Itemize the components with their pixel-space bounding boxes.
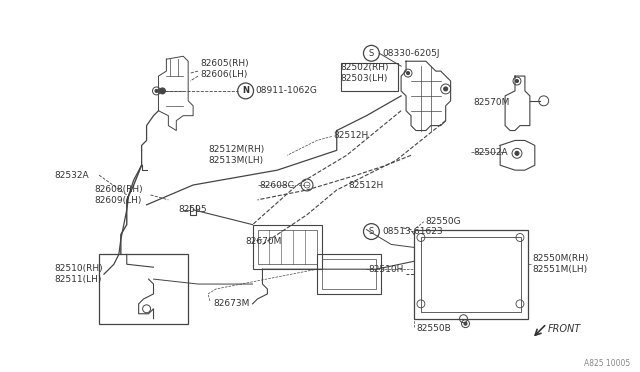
Text: N: N: [242, 86, 249, 96]
Text: A825 10005: A825 10005: [584, 359, 630, 368]
Text: FRONT: FRONT: [548, 324, 581, 334]
Text: 82532A: 82532A: [54, 171, 89, 180]
Text: 08513-61623: 08513-61623: [382, 227, 443, 236]
Circle shape: [444, 87, 447, 91]
Circle shape: [515, 80, 518, 83]
Bar: [421, 237, 521, 312]
Text: 82512H: 82512H: [349, 180, 384, 189]
Circle shape: [515, 151, 519, 155]
Text: 82512H: 82512H: [334, 131, 369, 140]
Text: 82550M(RH)
82551M(LH): 82550M(RH) 82551M(LH): [533, 254, 589, 274]
Text: 82550G: 82550G: [426, 217, 461, 226]
Circle shape: [155, 89, 158, 92]
Text: 82605(RH)
82606(LH): 82605(RH) 82606(LH): [200, 59, 249, 79]
Text: 82595: 82595: [179, 205, 207, 214]
Text: 08330-6205J: 08330-6205J: [382, 49, 440, 58]
Text: 82570M: 82570M: [474, 98, 510, 107]
Circle shape: [159, 88, 165, 94]
Bar: [253, 225, 322, 269]
Text: 82502(RH)
82503(LH): 82502(RH) 82503(LH): [340, 63, 389, 83]
Bar: [322, 259, 376, 289]
Text: 82510(RH)
82511(LH): 82510(RH) 82511(LH): [54, 264, 103, 284]
Text: 82550B: 82550B: [416, 324, 451, 333]
Text: 82670M: 82670M: [246, 237, 282, 246]
Text: S: S: [369, 49, 374, 58]
Circle shape: [464, 322, 467, 325]
Bar: [99, 254, 188, 324]
Text: 82608(RH)
82609(LH): 82608(RH) 82609(LH): [94, 185, 143, 205]
Bar: [340, 63, 398, 91]
Circle shape: [406, 71, 410, 74]
Text: 82512M(RH)
82513M(LH): 82512M(RH) 82513M(LH): [208, 145, 264, 165]
Text: 08911-1062G: 08911-1062G: [255, 86, 317, 96]
Bar: [257, 230, 317, 264]
Text: 82510H: 82510H: [369, 265, 404, 274]
Text: S: S: [369, 227, 374, 236]
Text: 82673M: 82673M: [213, 299, 250, 308]
Text: 82608C: 82608C: [259, 180, 294, 189]
Text: 82502A: 82502A: [474, 148, 508, 157]
Bar: [317, 254, 381, 294]
Bar: [414, 230, 528, 319]
